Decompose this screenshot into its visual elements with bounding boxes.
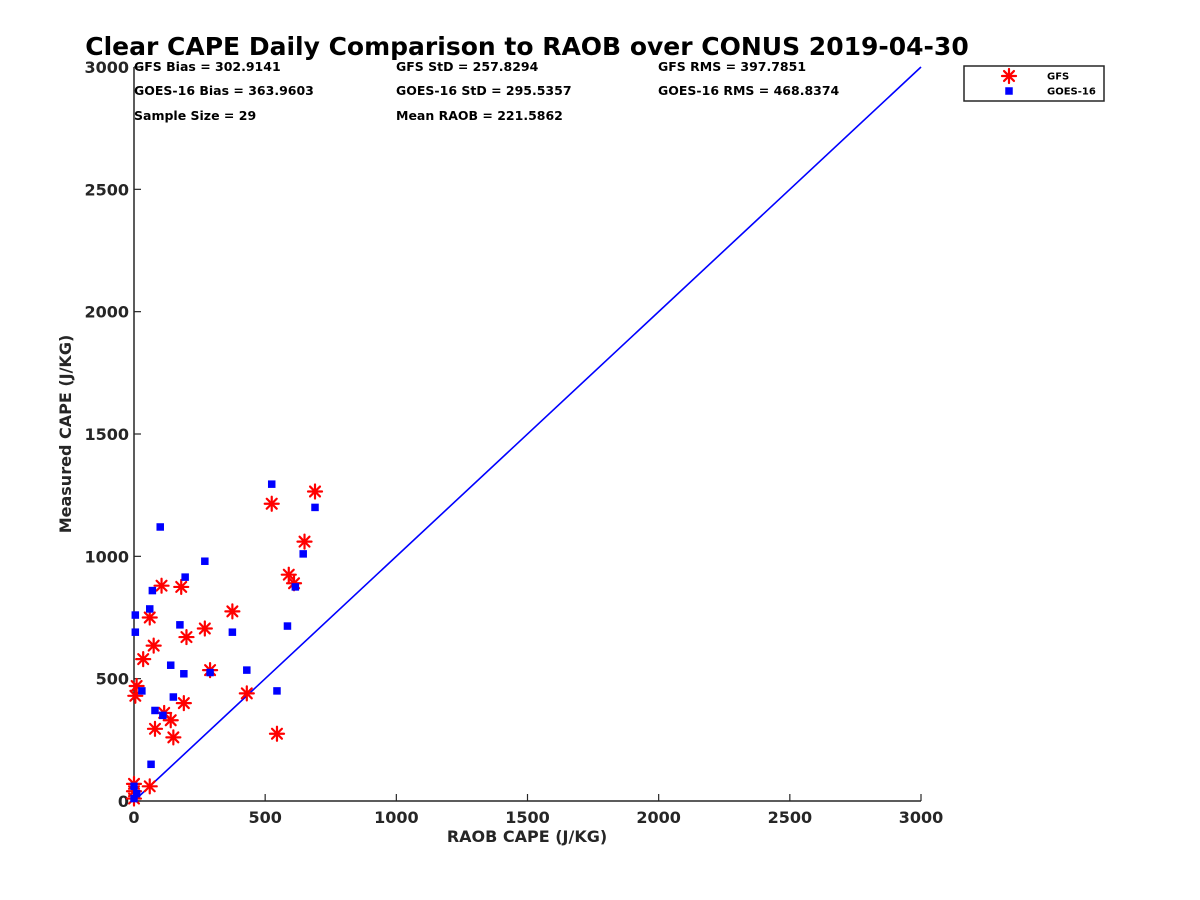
legend-gfs-marker	[1000, 67, 1018, 85]
gfs-point	[178, 628, 195, 646]
stat-text: GOES-16 Bias = 363.9603	[134, 83, 314, 98]
goes16-point	[181, 573, 189, 581]
goes16-point	[145, 605, 154, 613]
gfs-point	[224, 603, 241, 620]
goes16-point	[159, 711, 167, 720]
goes16-point	[148, 586, 157, 595]
stat-text: GFS StD = 257.8294	[396, 59, 539, 74]
legend: GFS GOES-16	[963, 65, 1105, 102]
x-axis-label: RAOB CAPE (J/KG)	[447, 827, 607, 846]
points-group	[125, 480, 324, 807]
y-tick-label: 0	[118, 792, 129, 811]
gfs-point	[165, 729, 182, 746]
one-to-one-line	[133, 66, 922, 802]
gfs-point	[141, 609, 158, 626]
gfs-point	[196, 620, 213, 637]
x-tick-label: 500	[248, 808, 281, 827]
goes16-point	[169, 693, 178, 701]
goes16-point	[291, 583, 300, 591]
gfs-point	[238, 685, 255, 702]
gfs-point	[268, 725, 286, 742]
goes16-point	[283, 622, 292, 630]
goes16-point	[228, 628, 237, 636]
y-tick-label: 2000	[84, 303, 129, 322]
goes16-point	[130, 782, 138, 791]
goes16-point	[166, 661, 175, 669]
tick-group: 0 500 1000 1500 2000 2500 3000 0 500 1000 1500 2000…	[84, 58, 943, 827]
goes16-point	[176, 621, 184, 629]
x-tick-label: 2000	[636, 808, 681, 827]
stats-block: GFS Bias = 302.9141 GFS StD = 257.8294 GFS…	[134, 59, 840, 123]
goes16-point	[130, 794, 138, 803]
x-tick-label: 1500	[505, 808, 550, 827]
x-tick-label: 2500	[768, 808, 813, 827]
chart-title: Clear CAPE Daily Comparison to RAOB over…	[85, 32, 968, 61]
goes16-point	[131, 628, 140, 636]
gfs-point	[153, 577, 170, 594]
gfs-point	[141, 778, 158, 795]
stat-text: Sample Size = 29	[134, 108, 256, 123]
y-tick-label: 2500	[84, 180, 129, 199]
series-gfs	[125, 483, 324, 807]
goes16-point	[132, 789, 141, 798]
goes16-point	[151, 706, 159, 715]
goes16-point	[131, 611, 140, 619]
gfs-point	[306, 483, 324, 500]
goes16-point	[206, 668, 214, 677]
stat-text: GOES-16 RMS = 468.8374	[658, 83, 840, 98]
goes16-point	[311, 503, 319, 512]
series-goes-16	[130, 480, 319, 803]
gfs-point	[173, 578, 190, 596]
y-axis-label: Measured CAPE (J/KG)	[56, 335, 75, 534]
stat-text: GOES-16 StD = 295.5357	[396, 83, 572, 98]
goes16-point	[299, 550, 307, 558]
legend-goes16-marker	[1005, 87, 1013, 95]
gfs-point	[135, 650, 152, 668]
gfs-point	[145, 637, 162, 654]
goes16-point	[147, 760, 155, 769]
stat-text: GFS RMS = 397.7851	[658, 59, 806, 74]
goes16-point	[267, 480, 276, 488]
stat-text: GFS Bias = 302.9141	[134, 59, 281, 74]
y-tick-label: 500	[96, 670, 129, 689]
gfs-point	[296, 533, 313, 550]
y-tick-label: 1500	[84, 425, 129, 444]
goes16-point	[156, 523, 164, 531]
legend-label: GFS	[1047, 72, 1069, 83]
reference-line-group	[133, 66, 922, 802]
legend-label: GOES-16	[1047, 87, 1096, 98]
stat-text: Mean RAOB = 221.5862	[396, 108, 563, 123]
gfs-point	[146, 720, 164, 737]
gfs-point	[263, 495, 280, 512]
goes16-point	[273, 687, 281, 695]
y-tick-label: 1000	[84, 547, 129, 566]
gfs-point	[162, 712, 179, 729]
goes16-point	[243, 666, 251, 674]
legend-box	[963, 65, 1105, 102]
goes16-point	[138, 687, 146, 695]
x-tick-label: 0	[128, 808, 139, 827]
x-tick-label: 3000	[899, 808, 944, 827]
y-tick-label: 3000	[84, 58, 129, 77]
x-tick-label: 1000	[374, 808, 419, 827]
goes16-point	[201, 557, 209, 565]
gfs-point	[175, 695, 192, 712]
goes16-point	[180, 670, 188, 678]
